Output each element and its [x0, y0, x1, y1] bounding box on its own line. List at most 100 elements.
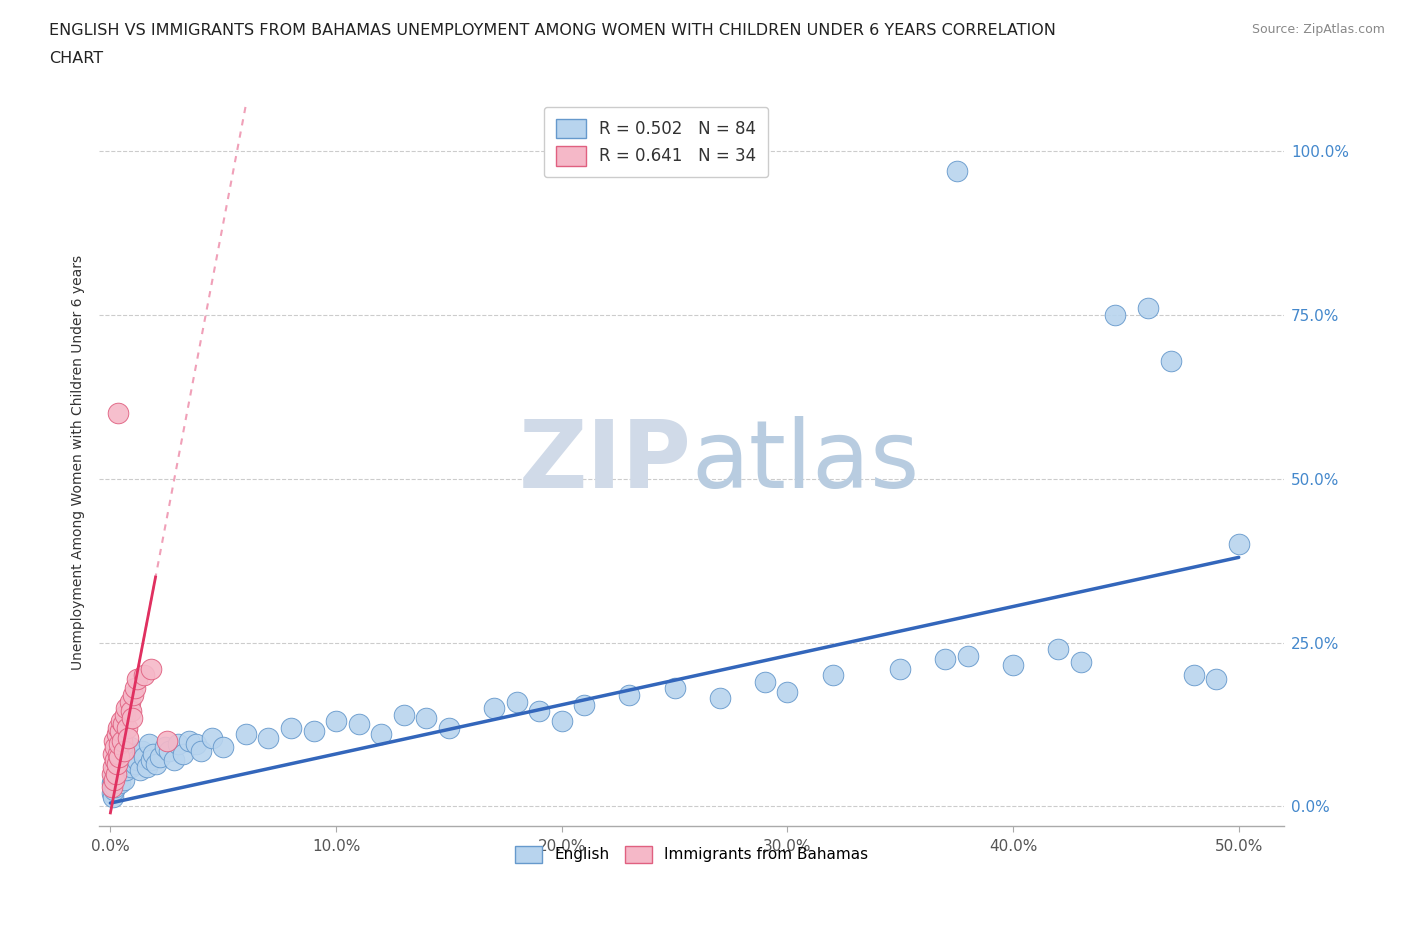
- Text: CHART: CHART: [49, 51, 103, 66]
- Point: [118, 740, 141, 755]
- Point: [139, 753, 162, 768]
- Point: [105, 766, 128, 781]
- Point: [172, 747, 194, 762]
- Point: [107, 756, 129, 771]
- Point: [114, 756, 136, 771]
- Point: [157, 743, 180, 758]
- Point: [101, 760, 124, 775]
- Point: [111, 734, 134, 749]
- Point: [162, 753, 184, 768]
- Point: [122, 747, 145, 762]
- Point: [105, 769, 128, 784]
- Point: [134, 750, 156, 764]
- Point: [280, 721, 302, 736]
- Point: [117, 730, 139, 745]
- Point: [104, 760, 127, 775]
- Legend: English, Immigrants from Bahamas: English, Immigrants from Bahamas: [509, 840, 875, 870]
- Point: [186, 737, 208, 751]
- Point: [105, 753, 128, 768]
- Point: [117, 753, 139, 768]
- Point: [104, 779, 127, 794]
- Point: [1070, 655, 1092, 670]
- Point: [108, 776, 131, 790]
- Point: [709, 691, 731, 706]
- Point: [117, 721, 139, 736]
- Point: [100, 786, 122, 801]
- Point: [482, 700, 505, 715]
- Point: [114, 707, 136, 722]
- Point: [347, 717, 370, 732]
- Point: [302, 724, 325, 738]
- Point: [527, 704, 550, 719]
- Point: [153, 740, 176, 755]
- Point: [1104, 308, 1126, 323]
- Point: [128, 763, 150, 777]
- Text: atlas: atlas: [692, 417, 920, 509]
- Point: [101, 766, 124, 781]
- Point: [108, 750, 131, 764]
- Point: [134, 668, 156, 683]
- Point: [415, 711, 437, 725]
- Point: [107, 773, 129, 788]
- Point: [103, 773, 125, 788]
- Point: [105, 756, 128, 771]
- Text: ENGLISH VS IMMIGRANTS FROM BAHAMAS UNEMPLOYMENT AMONG WOMEN WITH CHILDREN UNDER : ENGLISH VS IMMIGRANTS FROM BAHAMAS UNEMP…: [49, 23, 1056, 38]
- Point: [201, 730, 224, 745]
- Point: [101, 747, 124, 762]
- Point: [190, 743, 212, 758]
- Point: [108, 766, 131, 781]
- Point: [889, 661, 911, 676]
- Point: [945, 164, 967, 179]
- Point: [1182, 668, 1205, 683]
- Point: [121, 711, 143, 725]
- Point: [122, 687, 145, 702]
- Point: [142, 747, 165, 762]
- Point: [115, 763, 138, 777]
- Point: [101, 789, 124, 804]
- Point: [505, 694, 527, 709]
- Point: [325, 713, 347, 728]
- Point: [111, 717, 134, 732]
- Point: [139, 661, 162, 676]
- Point: [1227, 537, 1250, 551]
- Point: [934, 652, 956, 667]
- Text: ZIP: ZIP: [519, 417, 692, 509]
- Point: [107, 405, 129, 420]
- Point: [111, 753, 134, 768]
- Point: [664, 681, 686, 696]
- Point: [574, 698, 596, 712]
- Point: [108, 724, 131, 738]
- Point: [754, 674, 776, 689]
- Point: [821, 668, 844, 683]
- Point: [115, 700, 138, 715]
- Point: [127, 753, 149, 768]
- Point: [131, 743, 153, 758]
- Point: [124, 756, 146, 771]
- Point: [551, 713, 574, 728]
- Point: [370, 727, 392, 742]
- Point: [104, 740, 127, 755]
- Point: [103, 766, 125, 781]
- Point: [108, 750, 131, 764]
- Point: [156, 734, 179, 749]
- Point: [235, 727, 257, 742]
- Point: [101, 776, 124, 790]
- Point: [127, 671, 149, 686]
- Point: [257, 730, 280, 745]
- Point: [1002, 658, 1025, 673]
- Point: [179, 734, 201, 749]
- Point: [104, 753, 127, 768]
- Point: [107, 747, 129, 762]
- Point: [107, 721, 129, 736]
- Point: [1160, 353, 1182, 368]
- Point: [103, 782, 125, 797]
- Point: [105, 763, 128, 777]
- Point: [619, 687, 641, 702]
- Point: [118, 694, 141, 709]
- Point: [138, 737, 160, 751]
- Point: [120, 760, 142, 775]
- Point: [110, 713, 132, 728]
- Point: [112, 773, 135, 788]
- Point: [167, 737, 190, 751]
- Point: [392, 707, 415, 722]
